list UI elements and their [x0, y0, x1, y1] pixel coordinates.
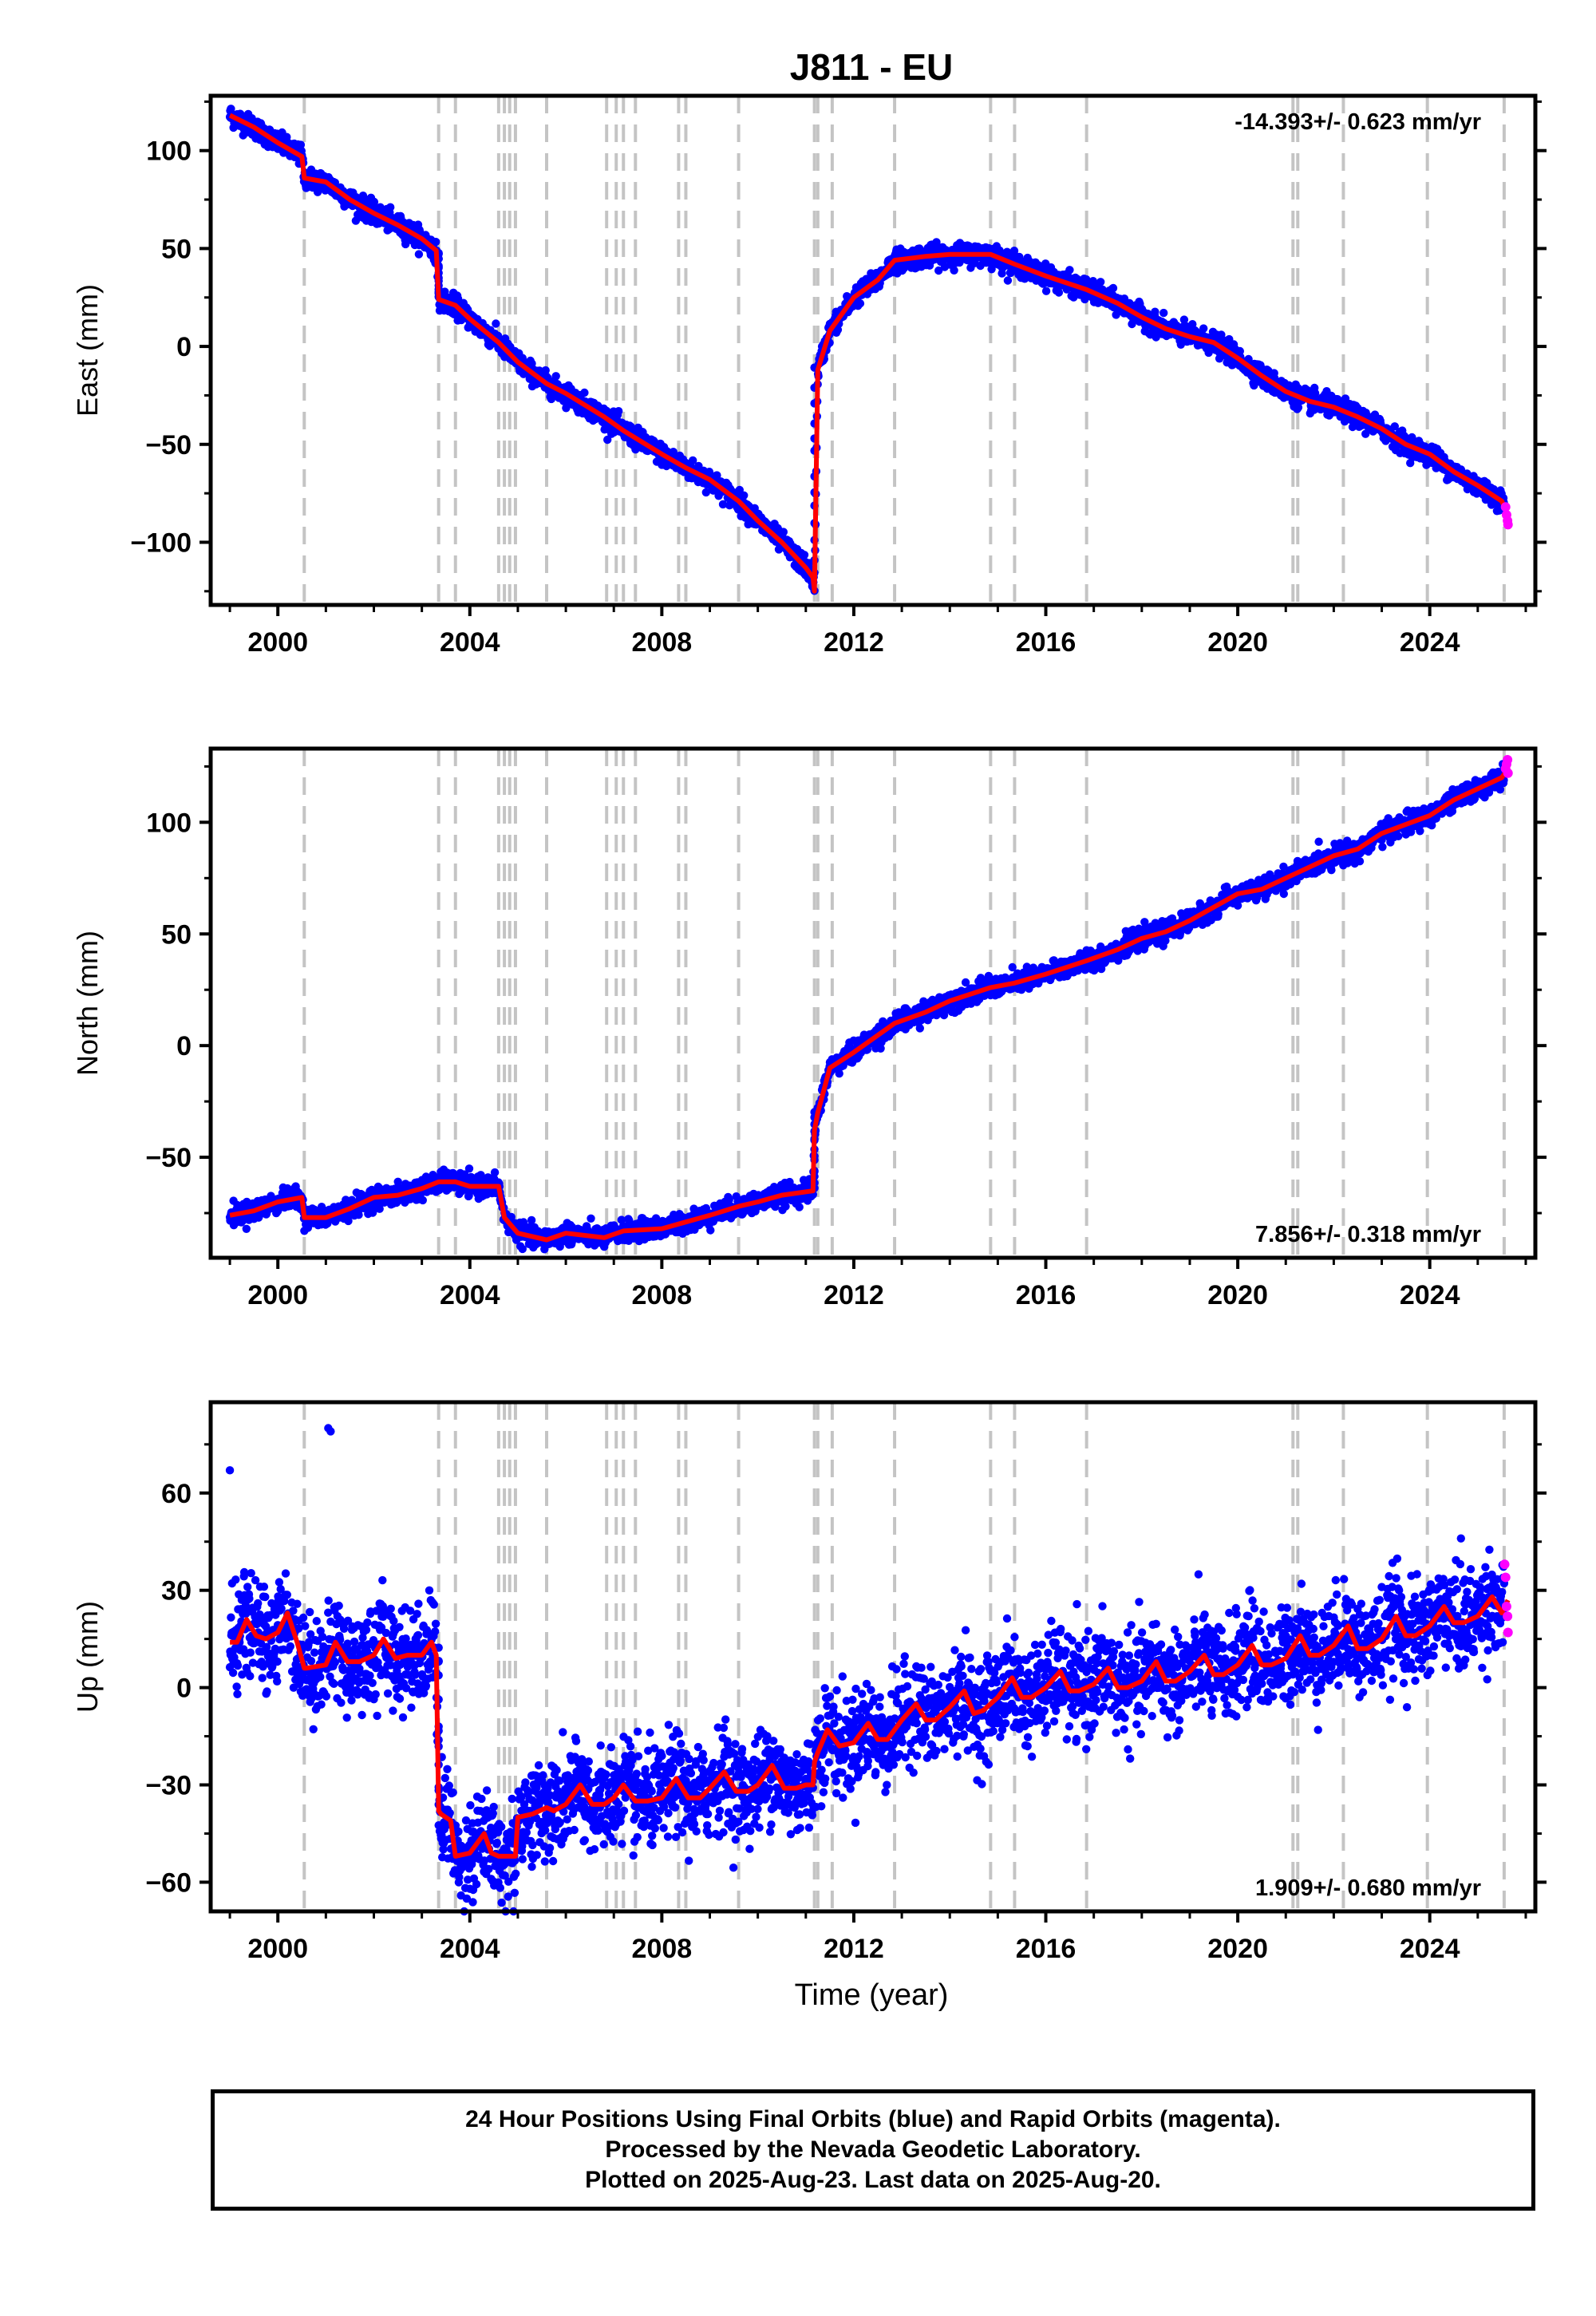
east-y-tick-label: 50	[161, 234, 192, 264]
east-data-point	[740, 491, 749, 500]
east-rapid-orbit-point	[1503, 520, 1513, 530]
east-data-point	[1199, 324, 1208, 333]
north-data-point	[587, 1214, 595, 1223]
east-x-tick-label: 2004	[440, 627, 500, 658]
east-data-point	[1054, 288, 1064, 297]
east-data-point	[779, 528, 788, 536]
east-x-tick-label: 2024	[1400, 627, 1460, 658]
figure-title: J811 - EU	[790, 46, 954, 88]
east-data-point	[1159, 308, 1168, 318]
east-x-tick-label: 2016	[1016, 627, 1077, 658]
east-data-point	[1041, 287, 1051, 295]
east-rate-label: -14.393+/- 0.623 mm/yr	[1235, 109, 1481, 135]
east-y-tick-label: −100	[130, 528, 192, 558]
east-plot-frame	[208, 93, 1538, 607]
east-data-point	[855, 299, 865, 308]
east-data-point	[1108, 283, 1118, 293]
east-data-point	[1065, 266, 1074, 275]
east-x-tick-label: 2000	[247, 627, 308, 658]
east-x-tick-label: 2008	[632, 627, 693, 658]
east-data-point	[551, 372, 560, 381]
east-data-point	[414, 250, 424, 259]
east-data-point	[614, 407, 623, 416]
north-data-point	[418, 1196, 427, 1205]
north-final-orbit-points	[225, 760, 1509, 1254]
east-y-axis-label: East (mm)	[71, 284, 104, 417]
east-x-tick-label: 2012	[824, 627, 884, 658]
east-data-point	[492, 319, 500, 328]
east-y-tick-label: −50	[145, 430, 192, 460]
east-data-point	[1096, 278, 1105, 287]
panels: 100 50 0 −50 −100 2000 2004 2008 2012 2016 2020 202…	[71, 93, 1547, 1964]
east-data-point	[547, 394, 556, 404]
east-panel: 100 50 0 −50 −100 2000 2004 2008 2012 2016 2020 202…	[71, 93, 1547, 658]
east-data-point	[1003, 276, 1013, 285]
east-data-point	[580, 388, 589, 397]
east-y-tick-label: 0	[176, 332, 192, 362]
east-x-tick-label: 2020	[1207, 627, 1268, 658]
east-data-point	[603, 435, 612, 445]
north-data-point	[242, 1224, 251, 1234]
east-data-point	[296, 140, 306, 149]
north-data-point	[464, 1164, 474, 1173]
north-data-point	[527, 1215, 536, 1225]
east-final-orbit-points	[225, 105, 1509, 595]
east-data-point	[282, 132, 291, 141]
east-data-point	[431, 237, 440, 247]
north-data-point	[490, 1168, 500, 1177]
east-model-line	[228, 113, 1511, 594]
east-data-point	[386, 203, 395, 211]
east-data-point	[950, 266, 958, 275]
east-y-tick-label: 100	[146, 136, 192, 167]
